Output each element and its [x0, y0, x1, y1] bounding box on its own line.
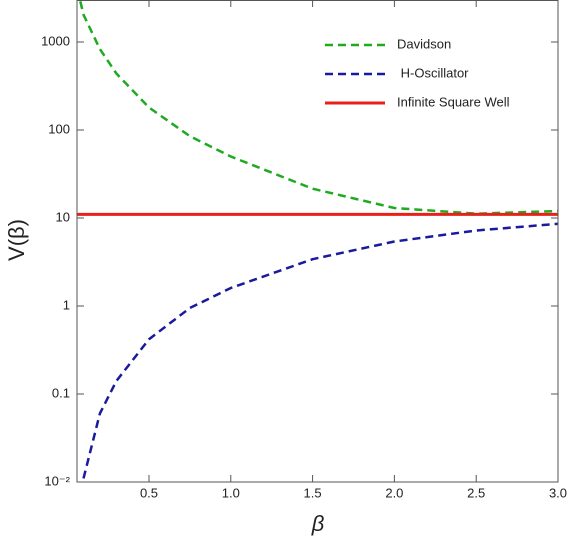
x-tick-label: 3.0 [549, 485, 567, 500]
series-line [82, 222, 558, 479]
y-tick-label: 10⁻² [44, 473, 70, 488]
y-tick-label: 1000 [41, 33, 70, 48]
x-tick-label: 0.5 [140, 485, 158, 500]
x-axis-title: β [311, 511, 325, 536]
series-line [79, 1, 558, 215]
y-tick-label: 0.1 [52, 385, 70, 400]
plot-lines [77, 1, 558, 479]
x-tick-label: 1.5 [304, 485, 322, 500]
plot-frame [76, 0, 559, 483]
x-tick-label: 2.0 [385, 485, 403, 500]
legend-label: Davidson [397, 36, 451, 51]
legend-label: H-Oscillator [397, 65, 469, 80]
y-tick-label: 1 [63, 297, 70, 312]
y-tick-label: 100 [48, 121, 70, 136]
x-tick-label: 2.5 [467, 485, 485, 500]
legend-label: Infinite Square Well [397, 94, 510, 109]
y-axis-title: V(β) [4, 219, 29, 261]
x-tick-label: 1.0 [222, 485, 240, 500]
y-tick-label: 10 [56, 209, 70, 224]
